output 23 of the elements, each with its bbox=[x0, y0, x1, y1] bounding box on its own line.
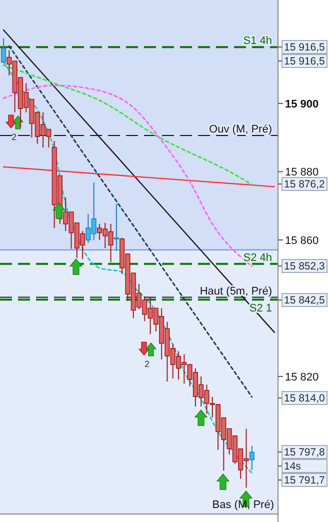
ref-line-label: S2 4h bbox=[243, 252, 272, 264]
annotation: 2 bbox=[11, 132, 17, 142]
ref-line-label: S1 4h bbox=[243, 35, 272, 48]
candlestick bbox=[114, 203, 119, 252]
text: 15 852,3 bbox=[284, 260, 326, 273]
y-tick-label: 15 820 bbox=[285, 371, 319, 384]
text: 15 876,2 bbox=[284, 178, 326, 191]
annotation: Bas (M, Pré) bbox=[212, 499, 274, 511]
text: 14s bbox=[284, 460, 301, 473]
y-tick-label: 15 880 bbox=[285, 166, 319, 179]
text: 15 814,0 bbox=[284, 392, 326, 405]
text: 15 842,5 bbox=[284, 294, 326, 307]
y-tick-label: 15 900 bbox=[285, 98, 319, 110]
y-tick-label: 15 860 bbox=[285, 234, 319, 247]
candlestick bbox=[1, 38, 6, 64]
ref-line-label: Ouv (M, Pré) bbox=[209, 123, 272, 136]
text: 15 916,5 bbox=[284, 56, 326, 68]
candlestick bbox=[249, 445, 254, 470]
text: 15 791,7 bbox=[284, 474, 326, 487]
text: 15 916,5 bbox=[284, 42, 326, 54]
text: 15 797,8 bbox=[284, 446, 326, 459]
annotation: 2 bbox=[144, 359, 150, 369]
line-series bbox=[2, 64, 253, 186]
